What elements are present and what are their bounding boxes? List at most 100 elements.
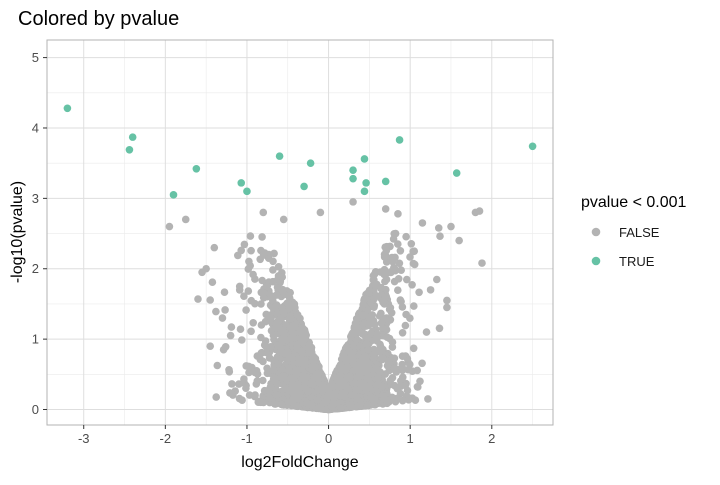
point-false bbox=[382, 246, 391, 255]
point-false bbox=[408, 281, 416, 289]
point-false bbox=[253, 377, 262, 385]
point-false bbox=[383, 396, 391, 405]
point-true bbox=[528, 142, 537, 151]
chart-title: Colored by pvalue bbox=[18, 8, 179, 30]
point-false bbox=[287, 314, 295, 323]
point-false bbox=[318, 380, 327, 389]
point-false bbox=[378, 354, 386, 363]
point-false bbox=[455, 236, 463, 245]
point-false bbox=[301, 358, 309, 367]
point-false bbox=[240, 375, 248, 383]
point-false bbox=[276, 347, 285, 356]
point-false bbox=[336, 362, 345, 371]
point-true bbox=[237, 179, 246, 187]
point-false bbox=[383, 333, 391, 342]
point-false bbox=[302, 385, 311, 393]
point-false bbox=[242, 381, 250, 390]
point-false bbox=[370, 345, 378, 354]
point-false bbox=[403, 386, 412, 395]
point-false bbox=[352, 363, 361, 372]
point-false bbox=[247, 327, 255, 336]
legend-label-false: FALSE bbox=[619, 225, 660, 240]
point-false bbox=[395, 259, 404, 268]
point-false bbox=[281, 385, 289, 393]
point-false bbox=[397, 266, 406, 275]
point-true bbox=[125, 145, 134, 154]
point-false bbox=[337, 404, 345, 413]
point-false bbox=[314, 375, 323, 383]
point-false bbox=[226, 331, 235, 340]
point-false bbox=[242, 306, 250, 314]
point-false bbox=[396, 247, 405, 255]
point-false bbox=[390, 263, 398, 272]
point-false bbox=[345, 347, 354, 355]
point-false bbox=[409, 259, 418, 268]
point-false bbox=[402, 310, 410, 319]
x-axis-ticks: -3 -2 -1 0 1 2 bbox=[78, 425, 495, 446]
point-false bbox=[362, 340, 371, 348]
point-true bbox=[192, 165, 201, 173]
point-false bbox=[286, 334, 295, 343]
point-false bbox=[390, 354, 399, 363]
point-true bbox=[275, 152, 284, 160]
point-false bbox=[258, 233, 266, 241]
legend-label-true: TRUE bbox=[619, 254, 655, 269]
point-false bbox=[318, 387, 327, 396]
plot-panel-border bbox=[46, 39, 554, 426]
point-false bbox=[376, 368, 384, 376]
point-false bbox=[378, 382, 386, 391]
point-true bbox=[306, 159, 315, 167]
point-false bbox=[218, 314, 227, 322]
point-false bbox=[219, 345, 228, 354]
x-axis-label: log2FoldChange bbox=[241, 454, 359, 471]
y-tick-label: 5 bbox=[32, 50, 39, 65]
point-false bbox=[279, 215, 288, 224]
point-false bbox=[269, 277, 277, 286]
point-false bbox=[394, 275, 403, 283]
point-true bbox=[381, 177, 390, 186]
point-false bbox=[394, 240, 402, 248]
point-false bbox=[411, 396, 420, 405]
point-false bbox=[327, 402, 336, 411]
point-true bbox=[360, 187, 369, 196]
point-false bbox=[377, 309, 385, 318]
point-false bbox=[300, 332, 309, 341]
point-false bbox=[402, 232, 410, 241]
point-false bbox=[316, 208, 325, 217]
point-false bbox=[293, 311, 302, 319]
point-false bbox=[220, 288, 229, 297]
point-false bbox=[285, 352, 294, 361]
point-false bbox=[212, 307, 220, 316]
point-false bbox=[257, 333, 265, 342]
point-false bbox=[253, 370, 262, 378]
point-false bbox=[361, 352, 369, 360]
point-false bbox=[266, 343, 275, 351]
point-false bbox=[269, 266, 277, 274]
point-true bbox=[395, 136, 404, 144]
point-false bbox=[340, 377, 348, 386]
point-false bbox=[391, 253, 399, 262]
point-false bbox=[347, 332, 355, 341]
point-false bbox=[407, 240, 416, 248]
point-false bbox=[251, 299, 259, 308]
point-false bbox=[279, 372, 288, 380]
point-false bbox=[413, 366, 422, 375]
point-false bbox=[294, 359, 302, 368]
point-true bbox=[360, 155, 369, 163]
point-false bbox=[235, 286, 244, 294]
legend-title: pvalue < 0.001 bbox=[581, 194, 687, 211]
point-false bbox=[273, 380, 282, 388]
point-false bbox=[373, 330, 381, 339]
point-false bbox=[280, 330, 288, 338]
point-false bbox=[251, 392, 259, 401]
point-false bbox=[238, 336, 246, 344]
point-false bbox=[240, 292, 248, 301]
point-false bbox=[398, 303, 407, 311]
point-false bbox=[290, 301, 299, 310]
point-false bbox=[410, 247, 419, 255]
point-false bbox=[404, 396, 413, 404]
point-false bbox=[386, 376, 395, 385]
point-false bbox=[342, 356, 351, 365]
point-false bbox=[198, 268, 206, 277]
point-false bbox=[409, 344, 418, 353]
